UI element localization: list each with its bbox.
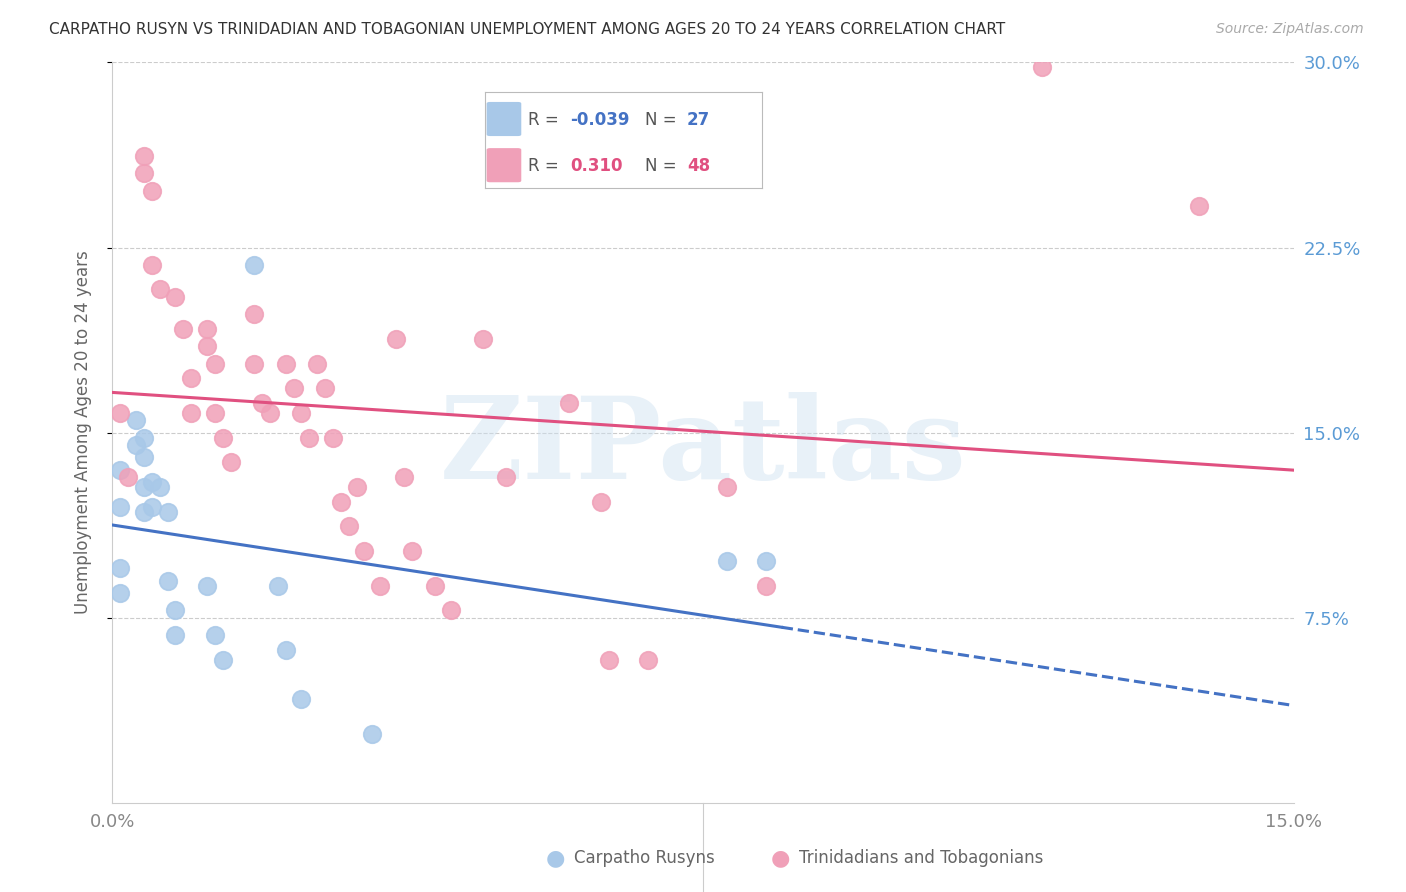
- Point: [274, 357, 297, 371]
- Point: [259, 406, 281, 420]
- Point: [425, 579, 447, 593]
- Point: [219, 455, 242, 469]
- Point: [385, 332, 408, 346]
- Text: Carpatho Rusyns: Carpatho Rusyns: [574, 849, 714, 867]
- Point: [250, 396, 273, 410]
- Point: [141, 184, 163, 198]
- Point: [156, 574, 179, 588]
- Point: [165, 603, 187, 617]
- Y-axis label: Unemployment Among Ages 20 to 24 years: Unemployment Among Ages 20 to 24 years: [73, 251, 91, 615]
- Point: [1188, 198, 1211, 212]
- Point: [558, 396, 581, 410]
- Point: [117, 470, 139, 484]
- Point: [204, 406, 226, 420]
- Point: [290, 692, 312, 706]
- Point: [337, 519, 360, 533]
- Point: [716, 480, 738, 494]
- Point: [195, 579, 218, 593]
- Point: [716, 554, 738, 568]
- Point: [314, 381, 336, 395]
- Point: [180, 406, 202, 420]
- Point: [110, 561, 132, 575]
- Point: [755, 554, 778, 568]
- Point: [132, 505, 155, 519]
- Text: Trinidadians and Tobagonians: Trinidadians and Tobagonians: [799, 849, 1043, 867]
- Point: [329, 494, 352, 508]
- Point: [495, 470, 517, 484]
- Point: [125, 413, 148, 427]
- Point: [211, 653, 233, 667]
- Point: [180, 371, 202, 385]
- Text: ZIPatlas: ZIPatlas: [440, 392, 966, 503]
- Point: [307, 357, 329, 371]
- Point: [243, 258, 266, 272]
- Point: [110, 586, 132, 600]
- Point: [165, 290, 187, 304]
- Point: [141, 258, 163, 272]
- Point: [125, 438, 148, 452]
- Point: [1031, 61, 1053, 75]
- Point: [156, 505, 179, 519]
- Point: [195, 322, 218, 336]
- Point: [243, 307, 266, 321]
- Point: [361, 727, 384, 741]
- Point: [149, 283, 172, 297]
- Point: [132, 166, 155, 180]
- Point: [637, 653, 659, 667]
- Point: [283, 381, 305, 395]
- Point: [149, 480, 172, 494]
- Point: [141, 500, 163, 514]
- Point: [110, 500, 132, 514]
- Point: [440, 603, 463, 617]
- Point: [211, 431, 233, 445]
- Point: [346, 480, 368, 494]
- Point: [172, 322, 194, 336]
- Point: [322, 431, 344, 445]
- Text: ●: ●: [770, 848, 790, 868]
- Point: [165, 628, 187, 642]
- Point: [132, 480, 155, 494]
- Point: [589, 494, 612, 508]
- Point: [368, 579, 391, 593]
- Point: [132, 450, 155, 465]
- Point: [195, 339, 218, 353]
- Point: [243, 357, 266, 371]
- Point: [141, 475, 163, 489]
- Point: [204, 628, 226, 642]
- Point: [471, 332, 494, 346]
- Point: [110, 406, 132, 420]
- Point: [290, 406, 312, 420]
- Text: Source: ZipAtlas.com: Source: ZipAtlas.com: [1216, 22, 1364, 37]
- Point: [755, 579, 778, 593]
- Point: [298, 431, 321, 445]
- Point: [353, 544, 375, 558]
- Text: CARPATHO RUSYN VS TRINIDADIAN AND TOBAGONIAN UNEMPLOYMENT AMONG AGES 20 TO 24 YE: CARPATHO RUSYN VS TRINIDADIAN AND TOBAGO…: [49, 22, 1005, 37]
- Point: [392, 470, 415, 484]
- Point: [204, 357, 226, 371]
- Point: [110, 462, 132, 476]
- Point: [274, 642, 297, 657]
- Point: [132, 149, 155, 163]
- Text: ●: ●: [546, 848, 565, 868]
- Point: [267, 579, 290, 593]
- Point: [598, 653, 620, 667]
- Point: [401, 544, 423, 558]
- Point: [132, 431, 155, 445]
